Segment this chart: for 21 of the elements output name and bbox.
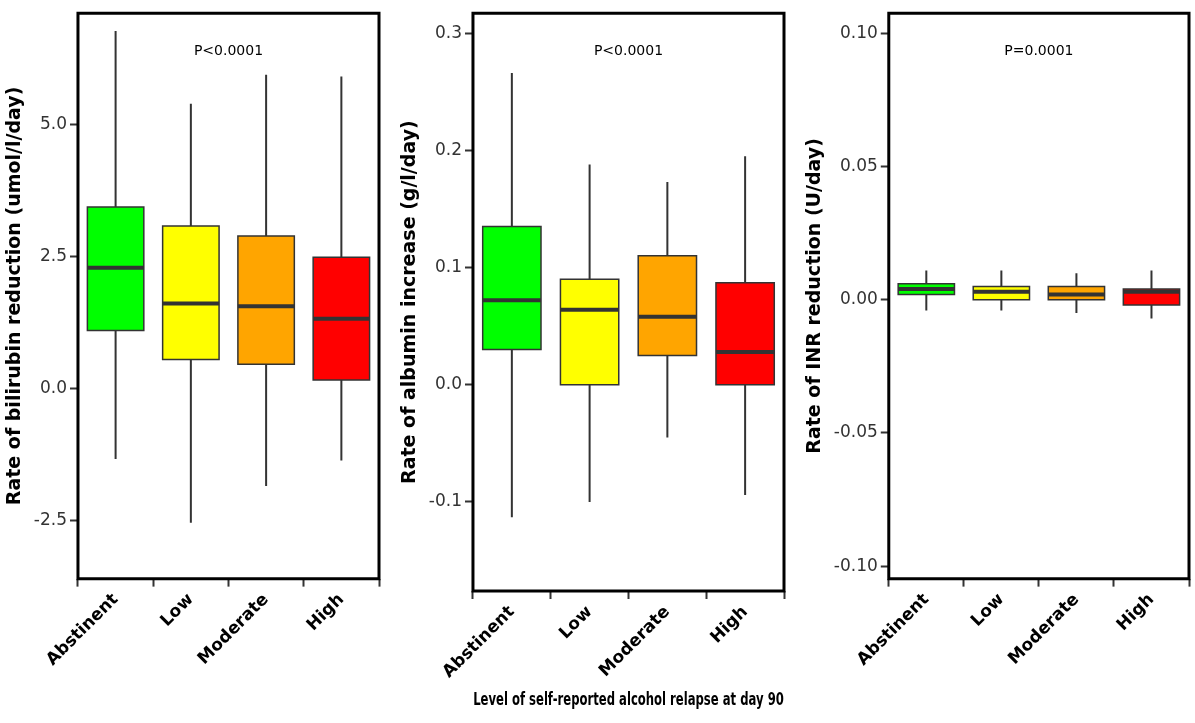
y-tick-label: 0.05	[839, 155, 878, 176]
annotation: P=0.0001	[1004, 41, 1074, 58]
annotation: P<0.0001	[593, 41, 664, 58]
y-tick-label: 0.0	[434, 373, 462, 394]
y-tick-label: -2.5	[33, 508, 67, 529]
y-tick-label: -0.10	[833, 554, 878, 575]
y-tick-label: 0.10	[839, 21, 878, 42]
y-tick-label: 0.00	[839, 288, 878, 309]
y-tick-label: -0.05	[833, 421, 878, 442]
y-tick-label: -0.1	[428, 490, 462, 511]
y-tick-label: 0.0	[39, 376, 67, 397]
y-tick-label: 0.3	[434, 21, 462, 42]
y-axis-title: Rate of bilirubin reduction (umol/l/day)	[2, 86, 25, 506]
y-axis-title: Rate of albumin increase (g/l/day)	[397, 120, 420, 484]
y-tick-label: 0.2	[434, 138, 462, 159]
y-tick-label: 0.1	[434, 255, 462, 276]
y-tick-label: 2.5	[39, 245, 67, 266]
annotation: P<0.0001	[193, 41, 264, 58]
y-axis-title: Rate of INR reduction (U/day)	[802, 138, 825, 454]
y-tick-label: 5.0	[39, 113, 67, 134]
x-axis-title: Level of self-reported alcohol relapse at day 90	[473, 688, 784, 710]
